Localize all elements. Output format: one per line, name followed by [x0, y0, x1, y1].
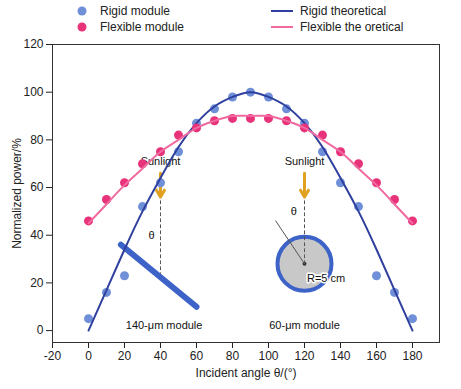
svg-text:θ: θ — [291, 205, 297, 217]
svg-text:100: 100 — [258, 349, 278, 363]
html-text:Flexible module: Flexible module — [100, 20, 184, 34]
svg-text:40: 40 — [30, 228, 44, 242]
svg-text:Sunlight: Sunlight — [285, 155, 325, 167]
svg-text:160: 160 — [366, 349, 386, 363]
svg-text:θ: θ — [148, 229, 154, 241]
svg-text:120: 120 — [294, 349, 314, 363]
svg-text:140: 140 — [330, 349, 350, 363]
svg-text:100: 100 — [23, 85, 43, 99]
svg-text:Incident angle θ/(°): Incident angle θ/(°) — [196, 366, 297, 380]
html-text:Rigid theoretical: Rigid theoretical — [300, 4, 386, 18]
svg-text:60: 60 — [190, 349, 204, 363]
svg-text:140-μm module: 140-μm module — [126, 319, 203, 331]
svg-text:20: 20 — [30, 276, 44, 290]
svg-text:60-μm module: 60-μm module — [269, 319, 340, 331]
svg-text:-20: -20 — [44, 349, 62, 363]
svg-text:180: 180 — [402, 349, 422, 363]
svg-text:120: 120 — [23, 37, 43, 51]
svg-text:Sunlight: Sunlight — [140, 154, 181, 167]
svg-text:0: 0 — [85, 349, 92, 363]
svg-text:20: 20 — [118, 349, 132, 363]
svg-text:0: 0 — [37, 323, 44, 337]
svg-text:60: 60 — [30, 180, 44, 194]
svg-text:80: 80 — [30, 133, 44, 147]
svg-text:40: 40 — [154, 349, 168, 363]
html-text:Rigid module: Rigid module — [100, 4, 170, 18]
svg-text:R=5 cm: R=5 cm — [307, 272, 345, 284]
svg-text:80: 80 — [226, 349, 240, 363]
svg-text:Normalized power/%: Normalized power/% — [10, 138, 24, 249]
html-text:Flexible the oretical: Flexible the oretical — [300, 20, 404, 34]
